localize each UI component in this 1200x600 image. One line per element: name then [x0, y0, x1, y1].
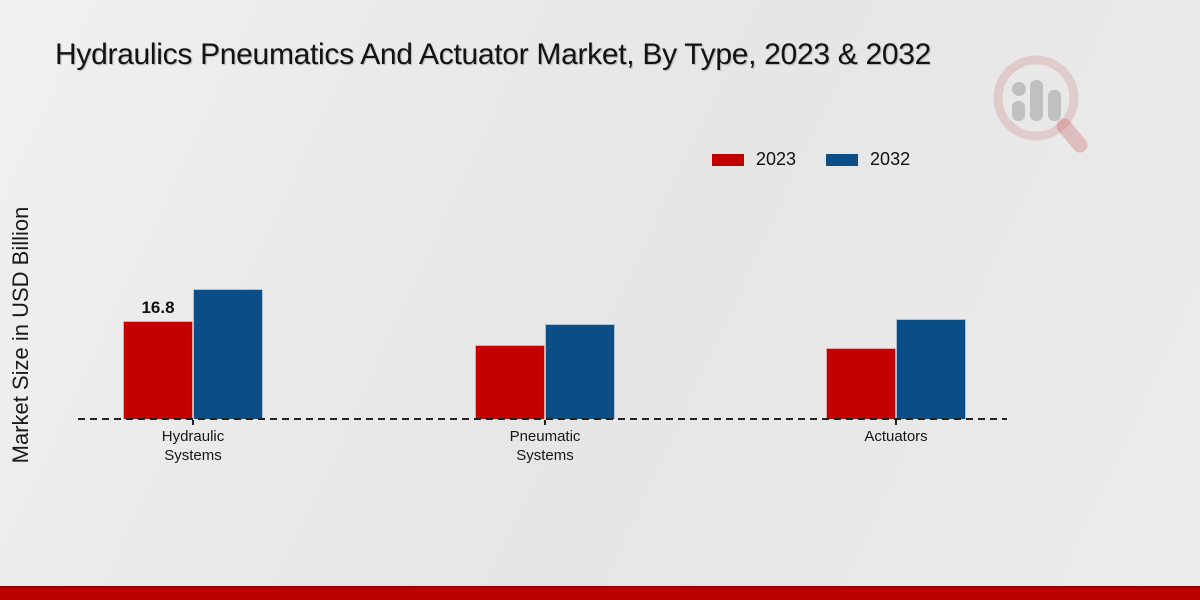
chart-title: Hydraulics Pneumatics And Actuator Marke…	[55, 38, 932, 71]
watermark-logo	[990, 52, 1090, 167]
bar-2032-pneumatic-systems	[545, 324, 615, 419]
legend-item-2023: 2023	[712, 149, 796, 170]
legend-item-2032: 2032	[826, 149, 910, 170]
bar-2023-hydraulic-systems	[123, 321, 193, 419]
category-label-actuators: Actuators	[864, 428, 928, 445]
legend: 2023 2032	[712, 149, 910, 170]
bar-2032-hydraulic-systems	[193, 289, 263, 419]
legend-swatch-2023	[712, 153, 744, 166]
x-axis-tick	[192, 420, 194, 425]
bar-2032-actuators	[896, 319, 966, 419]
x-axis-tick	[895, 420, 897, 425]
bar-2023-actuators	[826, 348, 896, 419]
bar-2023-pneumatic-systems	[475, 345, 545, 419]
legend-label: 2023	[756, 149, 797, 169]
legend-swatch-2032	[826, 153, 859, 166]
category-label-pneumatic-systems: Pneumatic Systems	[509, 428, 581, 464]
x-axis-baseline	[78, 418, 1007, 420]
category-label-hydraulic-systems: Hydraulic Systems	[161, 428, 225, 464]
bar-value-label: 16.8	[141, 298, 175, 317]
legend-label: 2032	[870, 149, 911, 169]
x-axis-tick	[544, 420, 546, 425]
footer-accent-bar	[0, 586, 1200, 600]
magnifier-bar-chart-icon	[993, 55, 1088, 153]
